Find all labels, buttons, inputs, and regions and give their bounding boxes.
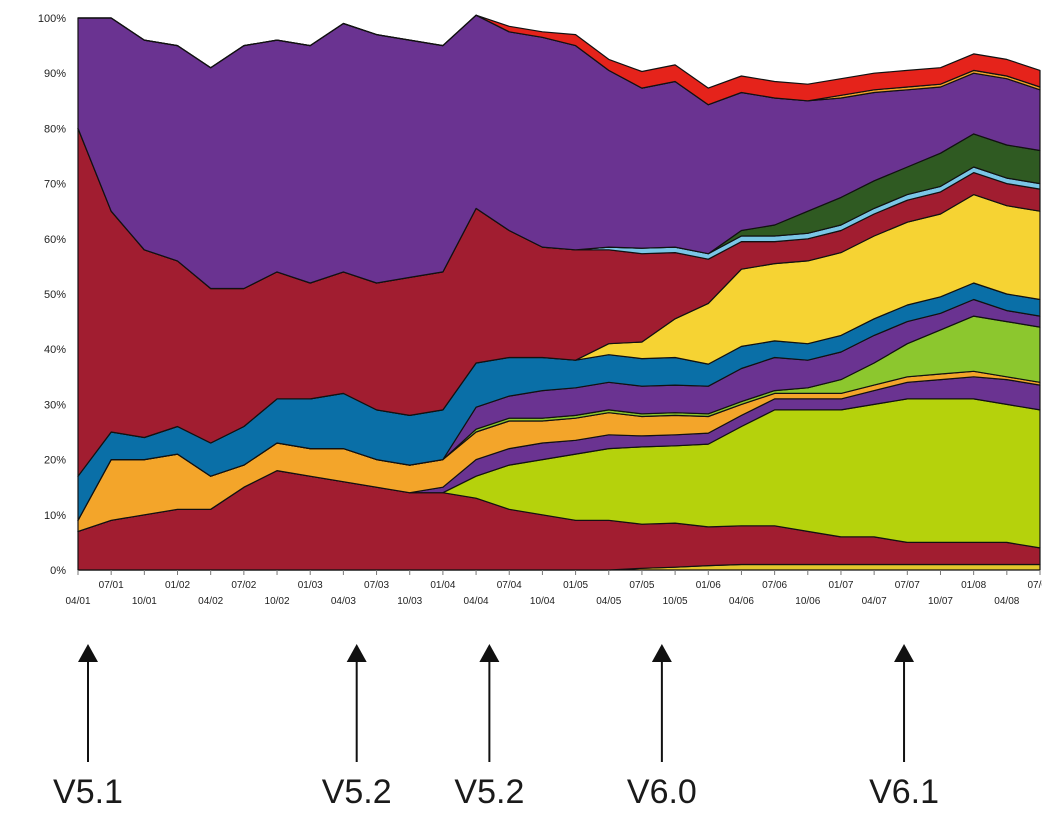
- y-tick-label: 50%: [44, 289, 66, 301]
- x-tick-label: 07/05: [629, 580, 654, 591]
- x-tick-label: 04/02: [198, 596, 223, 607]
- x-tick-label: 04/03: [331, 596, 356, 607]
- x-tick-label: 01/07: [828, 580, 853, 591]
- version-annotations: V5.1 V5.2 V5.2 V6.0 V6.1: [53, 644, 939, 811]
- x-tick-label: 07/02: [231, 580, 256, 591]
- x-tick-label: 01/08: [961, 580, 986, 591]
- y-tick-label: 60%: [44, 234, 66, 246]
- x-tick-label: 04/01: [65, 596, 90, 607]
- y-tick-label: 30%: [44, 399, 66, 411]
- annotation-arrow-head: [651, 644, 672, 662]
- y-tick-label: 10%: [44, 510, 66, 522]
- area-series-group: [77, 14, 1041, 571]
- y-axis: 0% 10% 20% 30% 40% 50% 60% 70% 80% 90% 100%: [38, 13, 66, 577]
- y-tick-label: 80%: [44, 123, 66, 135]
- y-tick-label: 0%: [50, 565, 66, 577]
- y-tick-label: 90%: [44, 68, 66, 80]
- x-tick-label: 04/06: [729, 596, 754, 607]
- annotation-arrow-head: [894, 644, 915, 662]
- x-tick-label: 01/05: [563, 580, 588, 591]
- x-tick-label: 07/08: [1027, 580, 1042, 591]
- y-tick-label: 70%: [44, 179, 66, 191]
- x-tick-label: 04/04: [464, 596, 489, 607]
- y-tick-label: 20%: [44, 455, 66, 467]
- x-tick-label: 04/05: [596, 596, 621, 607]
- x-tick-label: 10/07: [928, 596, 953, 607]
- area-series-15: [77, 14, 1041, 106]
- x-tick-label: 07/01: [99, 580, 124, 591]
- version-label: V5.2: [454, 773, 524, 808]
- x-tick-label: 10/04: [530, 596, 555, 607]
- annotation-arrow-head: [78, 644, 98, 662]
- x-tick-label: 10/02: [265, 596, 290, 607]
- x-tick-label: 01/02: [165, 580, 190, 591]
- x-tick-label: 10/06: [795, 596, 820, 607]
- version-label: V5.2: [322, 773, 392, 808]
- x-tick-label: 07/03: [364, 580, 389, 591]
- x-tick-label: 07/04: [497, 580, 522, 591]
- version-label: V6.1: [869, 773, 939, 808]
- x-tick-label: 07/06: [762, 580, 787, 591]
- version-label: V6.0: [627, 773, 697, 808]
- x-tick-label: 01/06: [696, 580, 721, 591]
- y-tick-label: 40%: [44, 344, 66, 356]
- annotation-arrow-head: [479, 644, 500, 662]
- x-tick-label: 01/04: [430, 580, 455, 591]
- version-label: V5.1: [53, 773, 123, 808]
- x-axis: 04/01 07/01 10/01 01/02 04/02 07/02 10/02 01/03…: [65, 570, 1042, 607]
- x-tick-label: 04/08: [994, 596, 1019, 607]
- x-tick-label: 07/07: [895, 580, 920, 591]
- x-tick-label: 01/03: [298, 580, 323, 591]
- x-tick-label: 10/01: [132, 596, 157, 607]
- y-tick-label: 100%: [38, 13, 66, 25]
- annotation-arrow-head: [346, 644, 367, 662]
- x-tick-label: 10/05: [663, 596, 688, 607]
- x-tick-label: 04/07: [862, 596, 887, 607]
- x-tick-label: 10/03: [397, 596, 422, 607]
